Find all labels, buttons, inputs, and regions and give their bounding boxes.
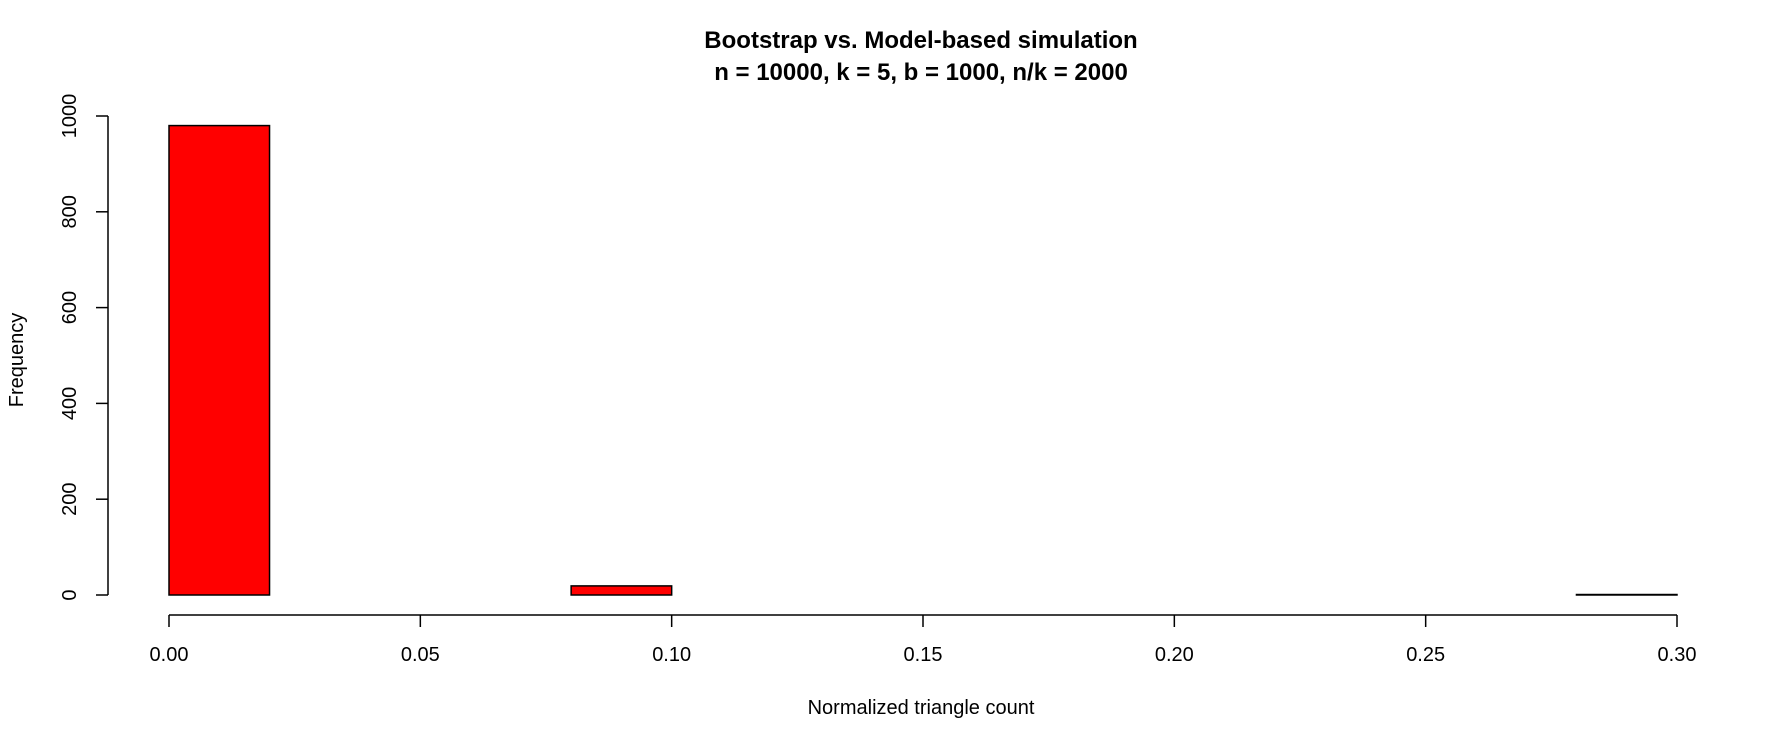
- x-axis-label: Normalized triangle count: [808, 697, 1035, 719]
- y-tick-label-5: 1000: [59, 94, 81, 139]
- x-tick-label-1: 0.05: [401, 644, 440, 666]
- x-tick-label-6: 0.30: [1658, 644, 1697, 666]
- x-tick-label-2: 0.10: [652, 644, 691, 666]
- y-axis: 0 200 400 600 800 1000: [59, 94, 109, 601]
- x-tick-label-4: 0.20: [1155, 644, 1194, 666]
- histogram-bar-4: [570, 585, 673, 596]
- y-tick-label-2: 400: [59, 387, 81, 420]
- histogram-bar-0: [168, 124, 271, 596]
- y-tick-label-0: 0: [59, 589, 81, 600]
- x-tick-label-3: 0.15: [904, 644, 943, 666]
- x-tick-label-0: 0.00: [150, 644, 189, 666]
- y-axis-label: Frequency: [6, 313, 28, 408]
- chart-title: Bootstrap vs. Model-based simulation: [704, 27, 1137, 54]
- x-axis: 0.00 0.05 0.10 0.15 0.20 0.25 0.30: [150, 614, 1697, 666]
- bars-layer: [168, 124, 1678, 596]
- x-tick-label-5: 0.25: [1406, 644, 1445, 666]
- chart-subtitle: n = 10000, k = 5, b = 1000, n/k = 2000: [714, 59, 1128, 86]
- y-tick-label-3: 600: [59, 291, 81, 324]
- y-tick-label-1: 200: [59, 483, 81, 516]
- y-tick-label-4: 800: [59, 195, 81, 228]
